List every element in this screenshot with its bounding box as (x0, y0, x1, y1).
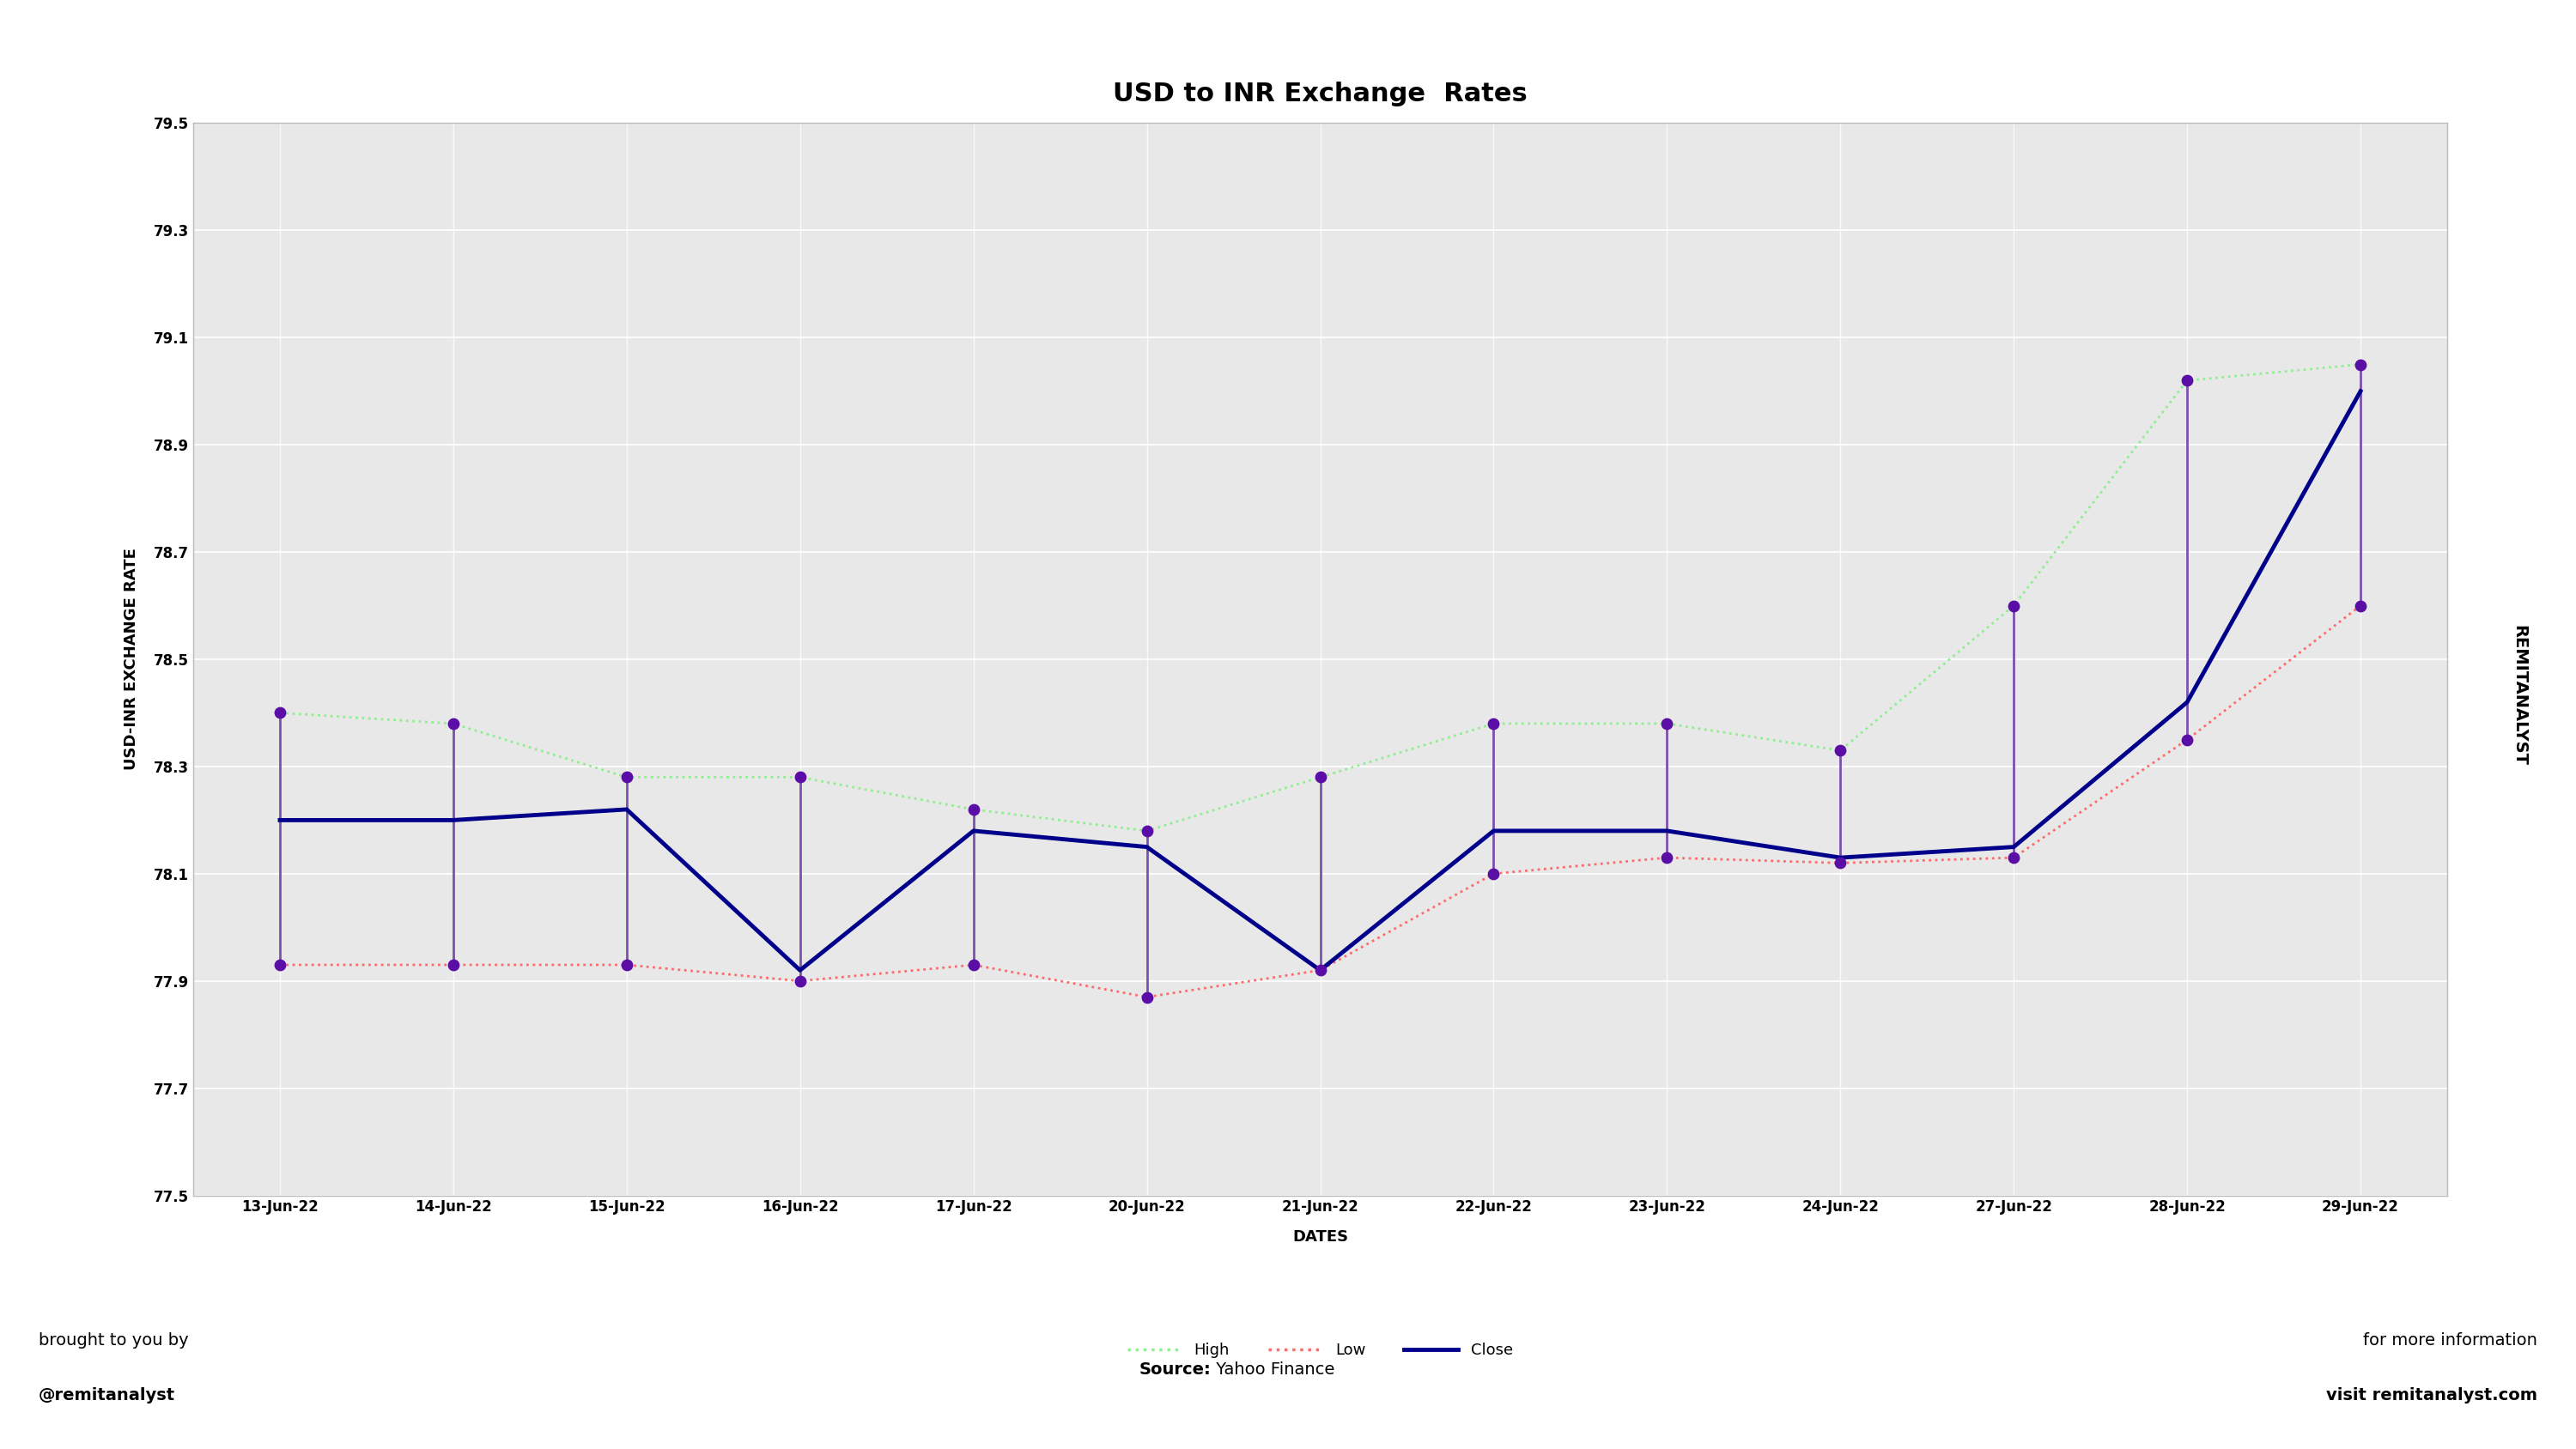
Y-axis label: USD-INR EXCHANGE RATE: USD-INR EXCHANGE RATE (124, 548, 139, 771)
High (1131, 822, 1162, 839)
Point (2339, 594, 2380, 617)
Low (611, 956, 641, 974)
Point (1298, 959, 1340, 982)
Point (1298, 765, 1340, 788)
High (2172, 372, 2202, 390)
Point (433, 953, 474, 977)
Point (1473, 862, 1515, 885)
Point (2166, 369, 2208, 393)
Point (1819, 739, 1860, 762)
Low (265, 956, 296, 974)
Close (611, 801, 641, 819)
Text: Source:: Source: (1139, 1361, 1211, 1378)
High (958, 801, 989, 819)
Close (2344, 383, 2375, 400)
Point (2339, 352, 2380, 375)
High (265, 704, 296, 722)
High (2344, 355, 2375, 372)
Low (1303, 962, 1334, 980)
Line: High: High (281, 364, 2360, 830)
Point (781, 765, 822, 788)
Point (1473, 711, 1515, 735)
Point (1126, 819, 1167, 842)
Point (605, 765, 647, 788)
Text: @remitanalyst: @remitanalyst (39, 1387, 175, 1404)
Text: REMITANALYST: REMITANALYST (2512, 625, 2527, 767)
Line: Close: Close (281, 391, 2360, 971)
High (438, 714, 469, 732)
Low (958, 956, 989, 974)
High (786, 768, 817, 785)
Low (438, 956, 469, 974)
Text: for more information: for more information (2362, 1332, 2537, 1349)
Close (265, 811, 296, 829)
High (1651, 714, 1682, 732)
Low (1651, 849, 1682, 867)
Point (1646, 711, 1687, 735)
Low (2172, 732, 2202, 749)
Text: Yahoo Finance: Yahoo Finance (1211, 1361, 1334, 1378)
Point (1646, 846, 1687, 869)
High (1824, 742, 1855, 759)
Low (1479, 865, 1510, 882)
Close (1999, 838, 2030, 855)
Close (1131, 838, 1162, 855)
Point (605, 953, 647, 977)
Point (260, 953, 301, 977)
Close (1651, 822, 1682, 839)
High (1479, 714, 1510, 732)
Close (958, 822, 989, 839)
Point (953, 798, 994, 822)
Close (2172, 694, 2202, 711)
Point (781, 969, 822, 993)
Close (1303, 962, 1334, 980)
Low (1999, 849, 2030, 867)
Point (1994, 594, 2035, 617)
Point (1126, 985, 1167, 1009)
Title: USD to INR Exchange  Rates: USD to INR Exchange Rates (1113, 83, 1528, 107)
Point (260, 701, 301, 724)
Low (1131, 988, 1162, 1006)
X-axis label: DATES: DATES (1293, 1229, 1347, 1245)
High (1999, 597, 2030, 614)
Legend: High, Low, Close: High, Low, Close (1121, 1337, 1520, 1365)
Close (438, 811, 469, 829)
Low (2344, 597, 2375, 614)
Point (1994, 846, 2035, 869)
Text: visit remitanalyst.com: visit remitanalyst.com (2326, 1387, 2537, 1404)
Close (786, 962, 817, 980)
Low (786, 972, 817, 990)
Low (1824, 855, 1855, 872)
High (1303, 768, 1334, 785)
Line: Low: Low (281, 606, 2360, 997)
High (611, 768, 641, 785)
Point (1819, 852, 1860, 875)
Point (433, 711, 474, 735)
Close (1824, 849, 1855, 867)
Point (953, 953, 994, 977)
Text: brought to you by: brought to you by (39, 1332, 188, 1349)
Close (1479, 822, 1510, 839)
Point (2166, 729, 2208, 752)
